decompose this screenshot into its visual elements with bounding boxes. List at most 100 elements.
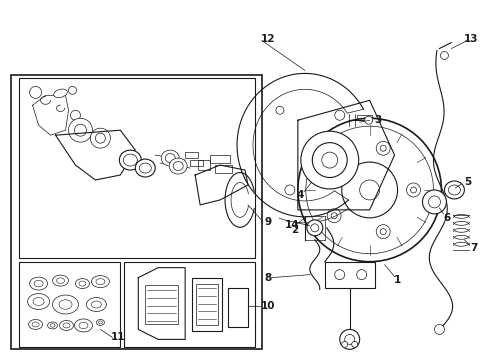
Circle shape: [70, 110, 81, 120]
Ellipse shape: [79, 281, 86, 286]
Ellipse shape: [447, 185, 459, 195]
Circle shape: [68, 86, 76, 94]
Circle shape: [74, 124, 86, 136]
Circle shape: [339, 329, 359, 349]
Ellipse shape: [63, 323, 70, 328]
Circle shape: [275, 106, 284, 114]
Circle shape: [297, 118, 441, 262]
Text: 9: 9: [264, 217, 271, 227]
Bar: [185, 152, 198, 158]
Bar: [324, 262, 374, 288]
Circle shape: [427, 196, 440, 208]
Circle shape: [330, 161, 336, 167]
Circle shape: [410, 187, 416, 193]
Text: 6: 6: [443, 213, 450, 223]
Bar: [227, 288, 247, 328]
Circle shape: [356, 270, 366, 280]
Ellipse shape: [52, 295, 78, 314]
Ellipse shape: [96, 319, 104, 325]
Text: 14: 14: [284, 220, 299, 230]
Circle shape: [95, 133, 105, 143]
Ellipse shape: [52, 275, 68, 286]
Circle shape: [90, 128, 110, 148]
Circle shape: [310, 224, 318, 232]
Ellipse shape: [47, 322, 58, 329]
Text: 1: 1: [393, 275, 400, 285]
Bar: [198, 160, 210, 170]
Ellipse shape: [169, 158, 187, 174]
Bar: [11, 75, 262, 349]
Text: 7: 7: [469, 243, 477, 253]
Ellipse shape: [75, 279, 89, 289]
Ellipse shape: [79, 322, 88, 329]
Ellipse shape: [119, 150, 141, 170]
Circle shape: [30, 86, 41, 98]
Ellipse shape: [59, 300, 72, 309]
Bar: [196, 284, 218, 325]
Ellipse shape: [165, 154, 175, 163]
Ellipse shape: [30, 277, 47, 290]
Bar: [145, 285, 178, 324]
Circle shape: [334, 270, 344, 280]
Ellipse shape: [173, 162, 183, 171]
Ellipse shape: [60, 320, 73, 330]
Ellipse shape: [312, 143, 346, 177]
Ellipse shape: [34, 280, 43, 287]
Ellipse shape: [300, 131, 358, 189]
Circle shape: [433, 324, 444, 334]
Ellipse shape: [98, 321, 102, 324]
Bar: [124, 262, 254, 347]
Ellipse shape: [444, 181, 464, 199]
Circle shape: [330, 213, 336, 219]
Ellipse shape: [29, 319, 42, 329]
Ellipse shape: [139, 163, 151, 173]
Ellipse shape: [321, 152, 337, 168]
Bar: [19, 262, 120, 347]
Ellipse shape: [33, 298, 44, 306]
Circle shape: [380, 145, 386, 151]
Circle shape: [341, 341, 347, 347]
Circle shape: [375, 225, 389, 239]
Ellipse shape: [123, 154, 137, 166]
Circle shape: [326, 157, 341, 171]
Ellipse shape: [32, 322, 39, 327]
Circle shape: [285, 185, 294, 195]
Ellipse shape: [54, 89, 67, 98]
Circle shape: [326, 209, 341, 223]
Text: 5: 5: [463, 177, 470, 187]
Text: 13: 13: [463, 33, 478, 44]
Text: 11: 11: [111, 332, 125, 342]
Circle shape: [422, 190, 446, 214]
Ellipse shape: [27, 293, 49, 310]
Bar: [190, 160, 203, 166]
Text: 3: 3: [373, 115, 381, 125]
Ellipse shape: [161, 150, 179, 166]
Ellipse shape: [91, 301, 101, 308]
Text: 10: 10: [260, 301, 275, 311]
Bar: [210, 155, 229, 163]
Bar: [19, 78, 254, 258]
Circle shape: [341, 162, 397, 218]
Circle shape: [380, 229, 386, 235]
Ellipse shape: [135, 159, 155, 177]
Circle shape: [334, 110, 344, 120]
Circle shape: [406, 183, 420, 197]
Ellipse shape: [74, 319, 92, 332]
Ellipse shape: [96, 279, 105, 285]
Circle shape: [359, 180, 379, 200]
Ellipse shape: [50, 324, 55, 327]
Ellipse shape: [86, 298, 106, 311]
Circle shape: [351, 341, 357, 347]
Circle shape: [306, 220, 322, 236]
Text: 8: 8: [264, 273, 271, 283]
Circle shape: [344, 334, 354, 345]
Circle shape: [440, 51, 447, 59]
Bar: [192, 278, 222, 332]
Bar: [215, 165, 232, 173]
Circle shape: [68, 118, 92, 142]
Bar: [356, 115, 371, 125]
Text: 4: 4: [296, 190, 303, 200]
Ellipse shape: [91, 276, 109, 288]
Circle shape: [375, 141, 389, 155]
Text: 12: 12: [260, 33, 275, 44]
